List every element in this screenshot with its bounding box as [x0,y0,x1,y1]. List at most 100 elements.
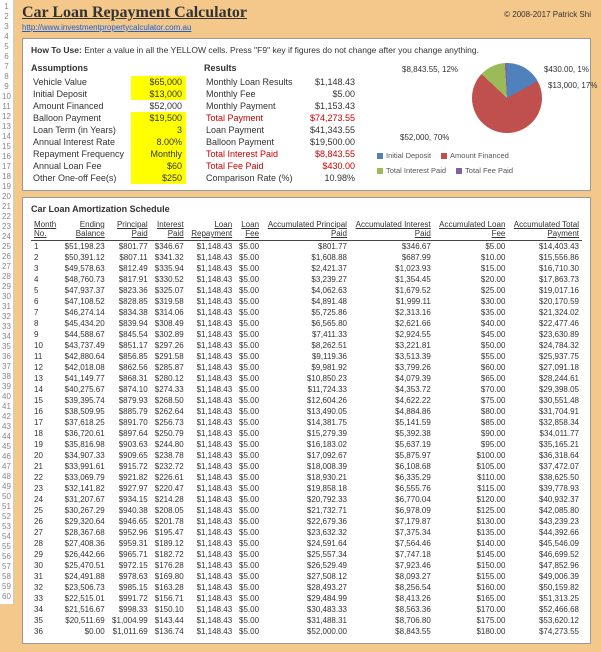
table-cell: $20,511.69 [60,615,108,626]
kv-row: Loan Payment$41,343.55 [204,124,359,136]
table-cell: $885.79 [108,406,151,417]
table-row: 35$20,511.69$1,004.99$143.44$1,148.43$5.… [31,615,582,626]
table-cell: $839.94 [108,318,151,329]
table-row: 18$36,720.61$897.64$250.79$1,148.43$5.00… [31,428,582,439]
kv-value[interactable]: $65,000 [131,76,186,88]
table-cell: $26,442.66 [60,549,108,560]
table-cell: $1,148.43 [187,461,235,472]
table-row: 27$28,367.68$952.96$195.47$1,148.43$5.00… [31,527,582,538]
table-cell: $5.00 [235,560,262,571]
table-cell: $978.63 [108,571,151,582]
table-cell: $1,148.43 [187,285,235,296]
table-cell: $40,932.37 [508,494,582,505]
kv-value[interactable]: 8.00% [131,136,186,148]
kv-value[interactable]: $19,500 [131,112,186,124]
kv-value[interactable]: $13,000 [131,88,186,100]
table-cell: $5.00 [235,296,262,307]
table-cell: $2,313.16 [350,307,434,318]
kv-value[interactable]: $250 [131,172,186,184]
table-cell: $51,313.25 [508,593,582,604]
amort-header: LoanFee [235,218,262,241]
table-cell: $220.47 [151,483,187,494]
table-cell: $5,637.19 [350,439,434,450]
table-cell: $1,148.43 [187,318,235,329]
table-cell: $851.17 [108,340,151,351]
table-cell: $845.54 [108,329,151,340]
table-cell: $1,148.43 [187,494,235,505]
table-cell: $1,148.43 [187,340,235,351]
amort-header: Accumulated InterestPaid [350,218,434,241]
table-cell: $1,148.43 [187,450,235,461]
table-cell: $1,148.43 [187,593,235,604]
kv-value[interactable]: 3 [131,124,186,136]
table-cell: $291.58 [151,351,187,362]
kv-value[interactable]: Monthly [131,148,186,160]
table-cell: $3,513.39 [350,351,434,362]
table-cell: $807.11 [108,252,151,263]
table-cell: 21 [31,461,60,472]
table-cell: $297.26 [151,340,187,351]
table-cell: $5.00 [235,483,262,494]
results-title: Results [204,63,359,73]
table-cell: $5.00 [235,384,262,395]
table-cell: $1,011.69 [108,626,151,637]
table-row: 29$26,442.66$965.71$182.72$1,148.43$5.00… [31,549,582,560]
table-cell: $244.80 [151,439,187,450]
table-cell: $27,091.18 [508,362,582,373]
table-cell: $6,565.80 [262,318,350,329]
table-cell: $5.00 [235,241,262,253]
table-cell: $5.00 [235,571,262,582]
table-cell: $40.00 [434,318,509,329]
table-cell: $834.38 [108,307,151,318]
kv-value: 10.98% [304,172,359,184]
table-cell: $50,391.12 [60,252,108,263]
table-cell: $176.28 [151,560,187,571]
table-cell: $110.00 [434,472,509,483]
table-cell: $3,221.81 [350,340,434,351]
table-row: 21$33,991.61$915.72$232.72$1,148.43$5.00… [31,461,582,472]
kv-row: Vehicle Value$65,000 [31,76,186,88]
source-link[interactable]: http://www.investmentpropertycalculator.… [22,23,191,32]
table-cell: $15.00 [434,263,509,274]
table-row: 31$24,491.88$978.63$169.80$1,148.43$5.00… [31,571,582,582]
table-cell: $19,017.16 [508,285,582,296]
amortization-title: Car Loan Amortization Schedule [31,204,582,214]
kv-row: Balloon Payment$19,500.00 [204,136,359,148]
table-cell: $5.00 [235,417,262,428]
table-cell: $23,632.32 [262,527,350,538]
table-cell: $201.78 [151,516,187,527]
kv-value: $8,843.55 [304,148,359,160]
kv-row: Other One-off Fee(s)$250 [31,172,186,184]
table-cell: $31,704.91 [508,406,582,417]
kv-row: Comparison Rate (%)10.98% [204,172,359,184]
kv-value: $430.00 [304,160,359,172]
worksheet: Car Loan Repayment Calculator © 2008-201… [14,0,601,652]
table-cell: $274.33 [151,384,187,395]
table-cell: $346.67 [151,241,187,253]
table-cell: $1,148.43 [187,615,235,626]
assumptions-column: Assumptions Vehicle Value$65,000Initial … [31,63,186,184]
table-row: 1$51,198.23$801.77$346.67$1,148.43$5.00$… [31,241,582,253]
table-cell: $22,679.36 [262,516,350,527]
table-cell: 7 [31,307,60,318]
table-cell: $4,079.39 [350,373,434,384]
table-cell: $5.00 [235,329,262,340]
table-cell: $5.00 [235,593,262,604]
table-cell: $143.44 [151,615,187,626]
table-cell: $5.00 [235,615,262,626]
table-cell: $46,274.14 [60,307,108,318]
table-cell: $4,062.63 [262,285,350,296]
kv-value[interactable]: $60 [131,160,186,172]
table-cell: $1,148.43 [187,549,235,560]
table-cell: $17,092.67 [262,450,350,461]
table-cell: 29 [31,549,60,560]
table-cell: $897.64 [108,428,151,439]
table-cell: 32 [31,582,60,593]
table-cell: $1,148.43 [187,307,235,318]
table-cell: $8,706.80 [350,615,434,626]
table-cell: $25,557.34 [262,549,350,560]
amortization-table: MonthNo.EndingBalancePrincipalPaidIntere… [31,218,582,637]
table-cell: $915.72 [108,461,151,472]
table-cell: $909.65 [108,450,151,461]
table-cell: $47,852.96 [508,560,582,571]
